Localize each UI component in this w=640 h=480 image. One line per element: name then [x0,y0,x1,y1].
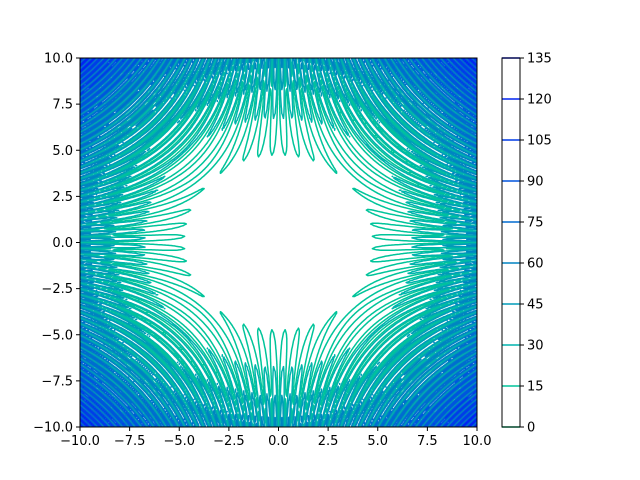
x-tick-label: −2.5 [213,434,245,449]
colorbar-tick-label: 105 [527,134,552,149]
x-tick-label: −10.0 [60,434,100,449]
y-tick-label: 10.0 [44,52,73,67]
x-tick-label: −5.0 [163,434,195,449]
colorbar-tick-label: 30 [527,339,544,354]
colorbar-tick-label: 0 [527,421,535,436]
y-tick-label: 2.5 [52,190,73,205]
y-tick-label: −10.0 [33,421,73,436]
x-axis: −10.0 −7.5 −5.0 −2.5 0.0 2.5 5.0 7.5 10.0 [60,427,491,449]
x-tick-label: 0.0 [268,434,289,449]
colorbar-tick-label: 45 [527,298,544,313]
colorbar-tick-label: 90 [527,175,544,190]
x-tick-label: 5.0 [367,434,388,449]
y-tick-label: 0.0 [52,236,73,251]
contour-lines [80,58,477,427]
y-axis: −10.0 −7.5 −5.0 −2.5 0.0 2.5 5.0 7.5 10.0 [33,52,80,436]
colorbar-ticks: 0 15 30 45 60 75 90 105 120 135 [520,52,552,436]
colorbar-tick-label: 15 [527,380,544,395]
x-tick-label: 10.0 [463,434,492,449]
y-tick-label: −2.5 [41,282,73,297]
y-tick-label: −7.5 [41,374,73,389]
colorbar-tick-label: 135 [527,52,552,67]
y-tick-label: 5.0 [52,144,73,159]
x-tick-label: −7.5 [114,434,146,449]
x-tick-label: 7.5 [417,434,438,449]
x-tick-label: 2.5 [318,434,339,449]
colorbar: 0 15 30 45 60 75 90 105 120 135 [501,52,552,436]
colorbar-frame [501,57,521,428]
y-tick-label: −5.0 [41,328,73,343]
colorbar-tick-label: 120 [527,93,552,108]
colorbar-tick-label: 60 [527,257,544,272]
colorbar-tick-label: 75 [527,216,544,231]
y-tick-label: 7.5 [52,98,73,113]
colorbar-background [502,58,520,427]
